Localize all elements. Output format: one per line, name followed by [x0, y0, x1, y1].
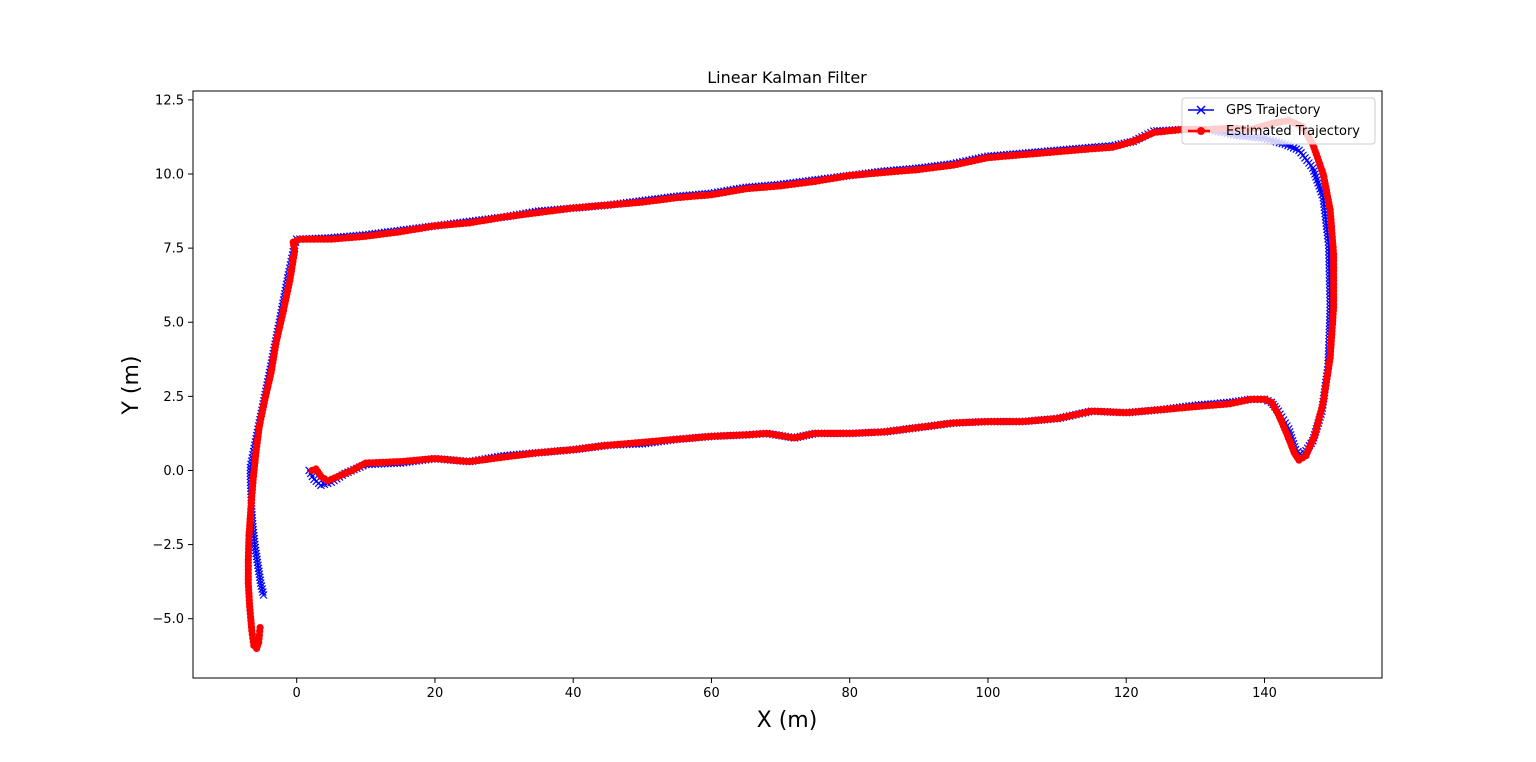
y-tick-label: 12.5 [155, 93, 184, 108]
legend-estimated-label: Estimated Trajectory [1226, 124, 1360, 139]
y-tick-label: 2.5 [163, 390, 184, 405]
axes-frame [192, 90, 1383, 679]
x-tick-label: 120 [1114, 686, 1139, 701]
y-tick-label: −2.5 [152, 538, 184, 553]
chart-title: Linear Kalman Filter [707, 68, 867, 87]
y-axis-label: Y (m) [119, 355, 144, 415]
legend-box [1181, 97, 1376, 145]
estimated-point-marker [308, 466, 316, 475]
y-tick-label: 0.0 [163, 464, 184, 479]
legend-gps-label: GPS Trajectory [1226, 103, 1321, 118]
x-tick-label: 0 [293, 686, 301, 701]
x-tick-label: 20 [427, 686, 444, 701]
x-tick-label: 40 [565, 686, 582, 701]
y-tick-label: 5.0 [163, 316, 184, 331]
y-tick-label: 7.5 [163, 242, 184, 257]
legend-estimated-marker [1197, 127, 1205, 135]
x-tick-label: 80 [841, 686, 858, 701]
legend-gps-marker [1196, 105, 1206, 115]
y-tick-label: 10.0 [155, 168, 184, 183]
x-axis-label: X (m) [757, 708, 818, 733]
x-tick-label: 140 [1252, 686, 1277, 701]
gps-point-marker [257, 582, 266, 591]
axis-ticks: 0 20 40 60 80 100 120 140 12.5 10.0 7.5 5.0 2.5 0.0 −2… [152, 93, 1276, 701]
y-tick-label: −5.0 [152, 612, 184, 627]
gps-point-marker [258, 585, 267, 593]
gps-point-marker [259, 591, 268, 599]
legend: GPS Trajectory Estimated Trajectory [1181, 97, 1376, 145]
gps-point-marker [258, 588, 267, 596]
x-tick-label: 60 [703, 686, 720, 701]
x-tick-label: 100 [976, 686, 1001, 701]
